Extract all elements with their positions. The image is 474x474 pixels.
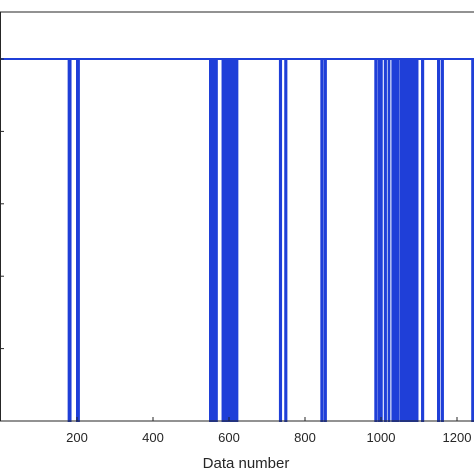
x-tick-label-1: 400 — [142, 430, 164, 445]
x-tick-label-4: 1000 — [367, 430, 396, 445]
x-tick-label-5: 1200 — [443, 430, 472, 445]
plot-area — [1, 58, 474, 422]
x-tick-label-3: 800 — [294, 430, 316, 445]
series-line-0 — [1, 58, 474, 422]
x-axis-label: Data number — [203, 455, 290, 472]
axes: 200 400 600 800 1000 1200 — [0, 11, 474, 445]
x-tick-label-0: 200 — [66, 430, 88, 445]
x-tick-label-2: 600 — [218, 430, 240, 445]
